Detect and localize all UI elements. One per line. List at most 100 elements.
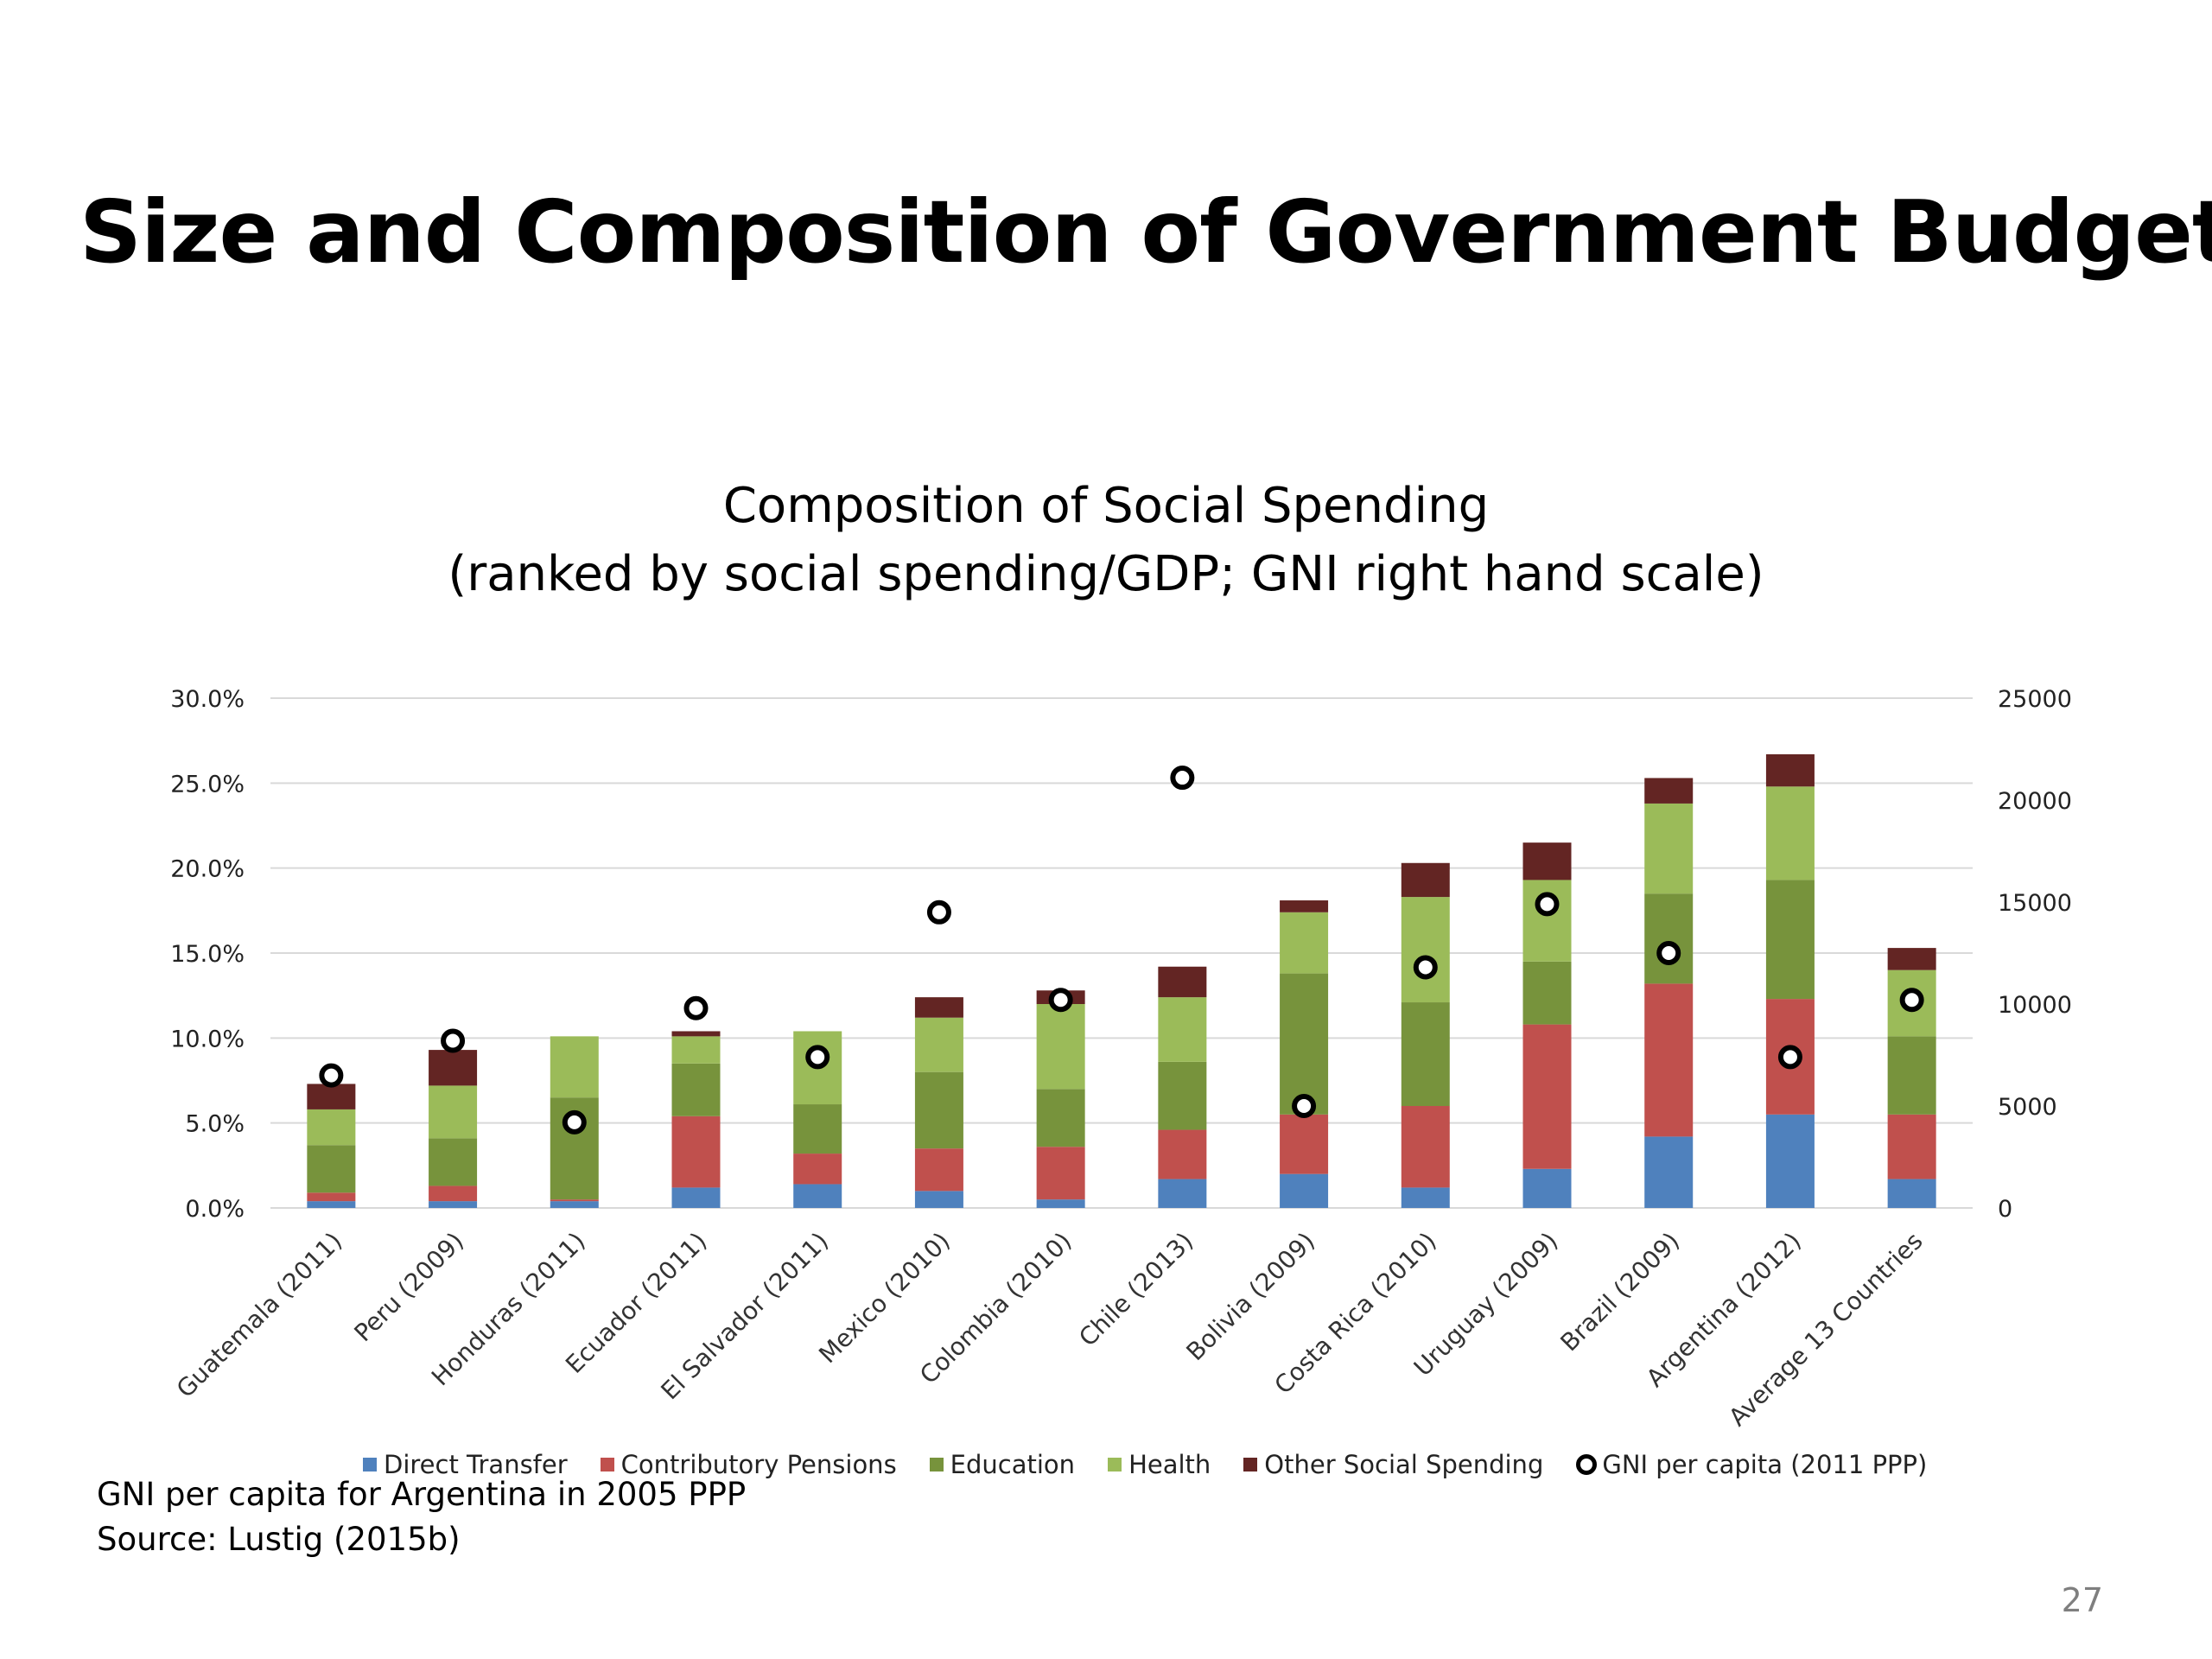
bar-direct-transfer [1887,1179,1936,1208]
page-number: 27 [2061,1581,2103,1619]
bar-direct-transfer [1036,1199,1085,1208]
y-left-tick-label: 10.0% [170,1026,245,1052]
y-right-tick-label: 10000 [1998,992,2072,1019]
legend-item-contributory-pensions: Contributory Pensions [600,1450,897,1479]
bar-education [1158,1061,1207,1130]
bar-contributory-pensions [307,1192,356,1202]
gni-marker [562,1109,587,1135]
bar-other-social-spending [1158,966,1207,998]
bar-education [1887,1036,1936,1115]
chart-title: Composition of Social Spending [722,478,1490,534]
y-right-tick-label: 20000 [1998,788,2072,815]
bar-other-social-spending [1765,753,1815,787]
y-left-tick-label: 15.0% [170,941,245,968]
bar-other-social-spending [429,1050,478,1086]
bar-other-social-spending [1644,778,1694,804]
x-tick-label: Chile (2013) [1073,1227,1198,1352]
bar-direct-transfer [914,1191,963,1208]
bar-other-social-spending [671,1031,721,1037]
x-tick-label: Brazil (2009) [1554,1227,1685,1357]
gni-marker [1413,955,1438,980]
legend-item-health: Health [1108,1450,1211,1479]
bar-health [1765,786,1815,880]
legend-label: Health [1128,1450,1211,1479]
chart-subtitle: (ranked by social spending/GDP; GNI righ… [448,546,1764,602]
legend-label: Direct Transfer [384,1450,568,1479]
gni-marker [1292,1094,1317,1118]
legend-swatch [1243,1458,1258,1471]
bar-education [1522,961,1572,1025]
bar-direct-transfer [793,1184,842,1208]
legend-swatch [1108,1458,1122,1471]
gni-marker [1535,892,1560,917]
legend-swatch [600,1458,614,1471]
gni-marker [1777,1045,1802,1070]
gni-marker [1170,766,1195,791]
note-source: Source: Lustig (2015b) [97,1521,461,1558]
bar-education [1036,1089,1085,1147]
gni-marker [1656,941,1681,965]
y-right-tick-label: 15000 [1998,890,2072,917]
bar-health [1158,997,1207,1062]
bar-contributory-pensions [550,1199,599,1202]
bar-contributory-pensions [1522,1024,1572,1169]
gni-marker [319,1063,344,1088]
legend-item-gni-per-capita-2011-ppp: GNI per capita (2011 PPP) [1576,1450,1927,1479]
bar-direct-transfer [1158,1179,1207,1208]
bar-other-social-spending [914,997,963,1018]
bar-education [1644,893,1694,984]
y-right-tick-label: 0 [1998,1196,2012,1223]
bar-education [1765,880,1815,1000]
slide-title: Size and Composition of Government Budge… [79,181,2212,283]
gni-marker [1899,988,1924,1013]
x-tick-label: Mexico (2010) [813,1227,956,1370]
gni-marker [441,1028,466,1053]
bar-health [671,1036,721,1064]
x-tick-label: Peru (2009) [348,1227,469,1348]
bar-contributory-pensions [1401,1106,1450,1188]
chart-legend: Direct Transfer Contributory Pensions Educ… [363,1450,1960,1479]
x-tick-label: Guatemala (2011) [171,1227,347,1403]
y-left-tick-label: 5.0% [185,1111,245,1138]
gni-marker [1048,988,1073,1013]
bar-direct-transfer [1765,1114,1815,1208]
bar-contributory-pensions [671,1116,721,1188]
gni-marker [926,899,951,925]
legend-item-direct-transfer: Direct Transfer [363,1450,568,1479]
bar-health [914,1017,963,1072]
bar-direct-transfer [671,1187,721,1208]
legend-swatch [363,1458,377,1471]
bar-education [429,1138,478,1186]
legend-label: Education [950,1450,1076,1479]
bar-health [1280,912,1329,974]
bar-health [1401,897,1450,1003]
bar-education [1280,973,1329,1115]
bar-direct-transfer [1522,1168,1572,1208]
bar-contributory-pensions [1280,1114,1329,1174]
x-tick-label: Bolivia (2009) [1181,1227,1321,1367]
bar-direct-transfer [1280,1173,1329,1208]
gni-marker [805,1045,830,1070]
bar-education [671,1063,721,1116]
bar-other-social-spending [1401,862,1450,898]
bar-direct-transfer [307,1201,356,1208]
legend-item-education: Education [929,1450,1076,1479]
bar-education [1401,1002,1450,1106]
legend-label: GNI per capita (2011 PPP) [1602,1450,1928,1479]
legend-marker [1576,1454,1598,1475]
bar-contributory-pensions [1036,1147,1085,1200]
bar-contributory-pensions [429,1185,478,1202]
bar-contributory-pensions [1158,1129,1207,1179]
legend-swatch [929,1458,944,1471]
bar-health [550,1036,599,1098]
bar-contributory-pensions [914,1148,963,1192]
y-left-tick-label: 20.0% [170,856,245,883]
bar-other-social-spending [1887,948,1936,970]
x-tick-label: Average 13 Countries [1723,1227,1928,1432]
bar-education [793,1104,842,1154]
y-right-tick-label: 5000 [1998,1094,2057,1121]
bar-health [1644,803,1694,894]
legend-label: Contributory Pensions [620,1450,897,1479]
y-right-tick-label: 25000 [1998,686,2072,713]
legend-item-other-social-spending: Other Social Spending [1243,1450,1543,1479]
